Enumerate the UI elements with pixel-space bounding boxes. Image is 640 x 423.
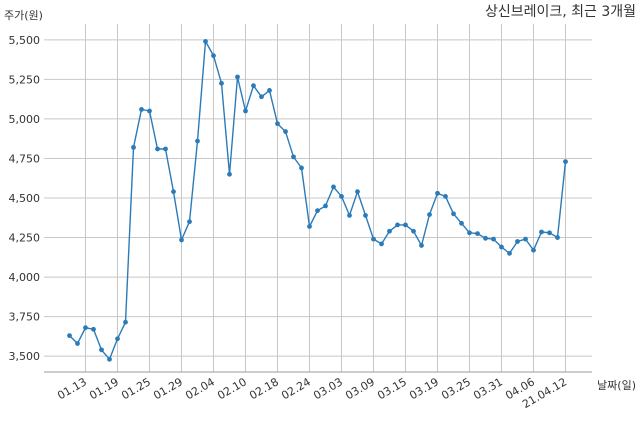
data-point xyxy=(403,222,408,228)
x-tick-label: 01.25 xyxy=(119,375,153,402)
data-point xyxy=(107,356,112,362)
data-point xyxy=(499,244,504,250)
data-point xyxy=(347,213,352,218)
x-tick-label: 02.10 xyxy=(215,375,249,402)
data-point xyxy=(99,347,104,353)
data-point xyxy=(251,83,256,89)
x-axis-label: 날짜(일) xyxy=(597,378,636,392)
data-point xyxy=(387,228,392,234)
y-tick-label: 4,250 xyxy=(9,232,41,245)
data-point xyxy=(83,325,88,331)
data-point xyxy=(307,224,312,229)
x-tick-label: 01.13 xyxy=(55,375,89,402)
data-point xyxy=(459,220,464,226)
x-tick-label: 02.24 xyxy=(279,375,313,402)
data-point xyxy=(427,212,432,218)
data-point xyxy=(323,203,328,209)
data-point xyxy=(123,319,128,325)
data-point xyxy=(515,239,520,244)
y-tick-label: 3,500 xyxy=(9,350,41,363)
y-tick-label: 4,000 xyxy=(9,271,41,284)
data-point xyxy=(155,146,160,152)
data-point xyxy=(267,88,272,93)
data-point xyxy=(363,213,368,218)
data-point xyxy=(371,236,376,242)
x-tick-label: 02.18 xyxy=(247,375,281,402)
data-point xyxy=(275,121,280,127)
x-tick-label: 01.19 xyxy=(87,375,121,402)
data-point xyxy=(235,74,240,80)
price-line xyxy=(69,40,567,360)
data-point xyxy=(227,171,232,177)
data-point xyxy=(467,230,472,236)
y-tick-label: 4,500 xyxy=(9,192,41,205)
data-point xyxy=(163,146,168,152)
data-point xyxy=(187,219,192,225)
x-tick-label: 02.04 xyxy=(183,375,217,402)
data-point xyxy=(443,194,448,199)
data-point xyxy=(435,190,440,196)
data-point xyxy=(523,236,528,242)
data-point xyxy=(75,341,80,346)
data-point xyxy=(491,236,496,242)
data-point xyxy=(259,94,264,100)
data-point xyxy=(339,194,344,199)
data-point xyxy=(475,231,480,236)
data-point xyxy=(547,230,552,236)
y-tick-label: 5,250 xyxy=(9,73,41,86)
data-point xyxy=(411,228,416,234)
data-point xyxy=(395,222,400,228)
data-point xyxy=(419,243,424,248)
data-point xyxy=(67,333,72,339)
data-point xyxy=(539,229,544,235)
y-tick-label: 5,500 xyxy=(9,34,41,47)
x-tick-label: 03.19 xyxy=(407,375,441,402)
data-point xyxy=(331,184,336,190)
x-tick-label: 03.25 xyxy=(439,375,473,402)
data-point xyxy=(91,326,96,332)
data-point xyxy=(483,235,488,241)
data-point xyxy=(171,189,176,195)
data-point xyxy=(179,237,184,243)
data-point xyxy=(243,108,248,114)
y-tick-label: 5,000 xyxy=(9,113,41,126)
data-point xyxy=(283,129,288,134)
data-point xyxy=(203,39,208,44)
data-point xyxy=(211,53,216,59)
y-tick-label: 4,750 xyxy=(9,152,41,165)
data-point xyxy=(507,250,512,256)
x-tick-label: 03.15 xyxy=(375,375,409,402)
data-point xyxy=(451,211,456,217)
price-points xyxy=(67,39,568,362)
axes: 3,500 3,750 4,000 4,250 4,500 4,750 5,000 5,250… xyxy=(9,34,592,411)
x-tick-label: 03.31 xyxy=(471,375,505,402)
x-tick-label: 01.29 xyxy=(151,375,185,402)
y-tick-label: 3,750 xyxy=(9,311,41,324)
data-point xyxy=(563,159,568,165)
data-point xyxy=(531,247,536,253)
y-axis-label: 주가(원) xyxy=(4,9,43,22)
data-point xyxy=(195,138,200,144)
data-point xyxy=(115,336,120,342)
data-point xyxy=(291,154,296,160)
data-point xyxy=(315,208,320,214)
series-line xyxy=(69,40,567,360)
x-tick-label: 03.09 xyxy=(343,375,377,402)
data-point xyxy=(379,241,384,247)
data-point xyxy=(219,80,224,86)
x-tick-label: 03.03 xyxy=(311,375,345,402)
chart-title: 상신브레이크, 최근 3개월 xyxy=(485,4,636,20)
data-point xyxy=(147,108,152,114)
data-point xyxy=(139,107,144,112)
data-point xyxy=(555,235,560,240)
data-point xyxy=(131,144,136,150)
data-point xyxy=(355,189,360,195)
data-point xyxy=(299,165,304,171)
